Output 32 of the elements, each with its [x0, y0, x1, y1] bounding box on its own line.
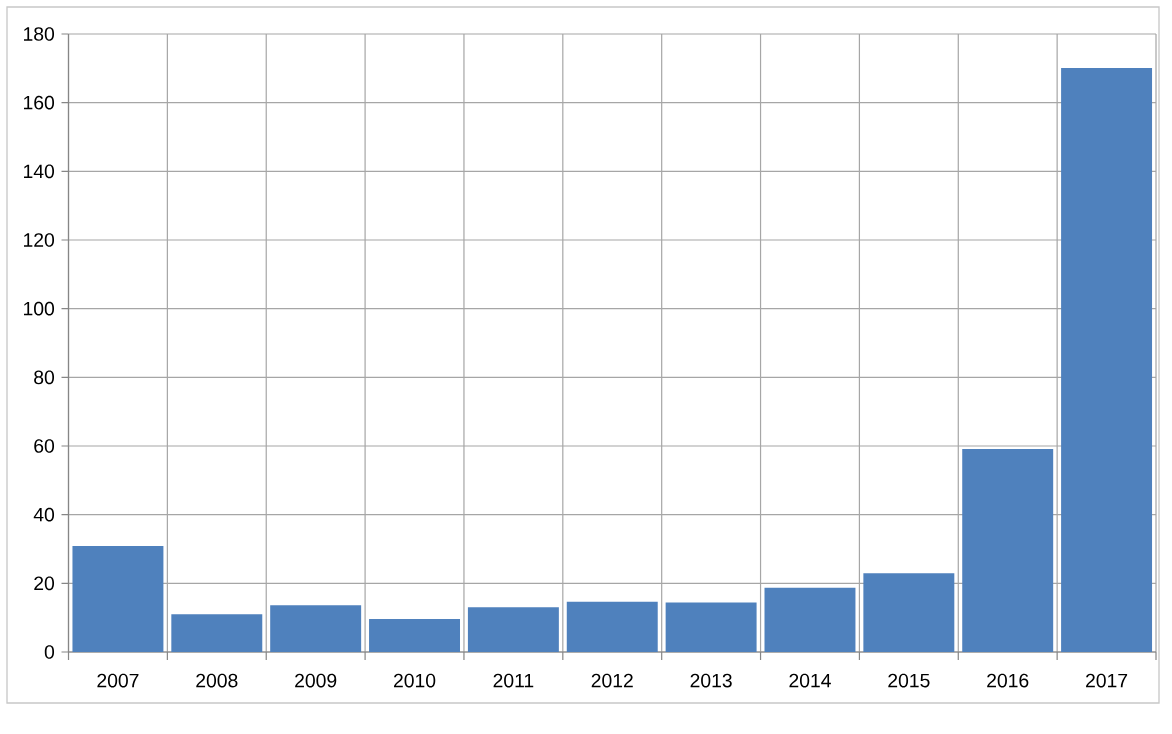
x-tick-label: 2007 [97, 673, 139, 688]
x-tick-label: 2009 [295, 673, 337, 688]
bar [369, 619, 460, 652]
bar [665, 602, 757, 652]
x-tick-label: 2015 [888, 673, 930, 688]
x-tick-label: 2014 [789, 673, 831, 688]
y-tick-label: 180 [24, 27, 55, 41]
bar [1061, 67, 1153, 652]
x-tick-label: 2017 [1086, 673, 1128, 688]
bar [467, 607, 559, 652]
bar [566, 601, 658, 652]
x-tick-label: 2013 [690, 673, 732, 688]
bar [270, 605, 362, 652]
bar [962, 449, 1054, 652]
y-tick-label: 20 [34, 576, 55, 591]
x-tick-label: 2010 [394, 673, 436, 688]
x-tick-label: 2012 [591, 673, 633, 688]
bar [764, 587, 856, 652]
y-tick-label: 160 [24, 95, 55, 110]
x-tick-label: 2008 [196, 673, 238, 688]
bar [863, 573, 955, 652]
y-tick-label: 60 [34, 439, 55, 453]
y-tick-label: 0 [44, 645, 55, 659]
y-tick-label: 140 [24, 164, 55, 179]
y-tick-label: 80 [34, 370, 55, 385]
bar [72, 545, 164, 652]
y-tick-label: 40 [33, 507, 55, 522]
x-tick-label: 2011 [493, 673, 534, 688]
x-tick-label: 2016 [987, 673, 1029, 688]
bar [171, 614, 263, 652]
y-tick-label: 100 [24, 301, 55, 316]
y-tick-label: 120 [24, 233, 55, 247]
